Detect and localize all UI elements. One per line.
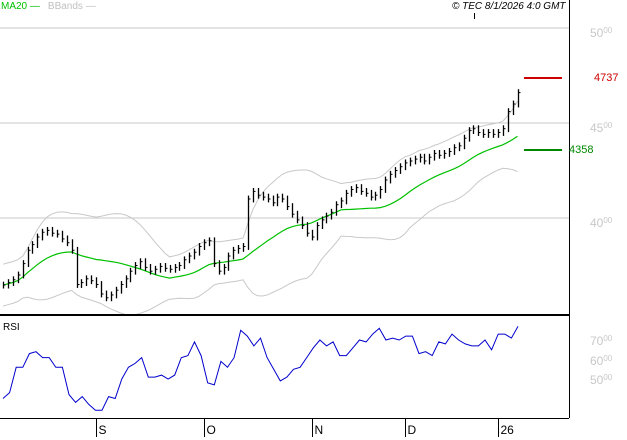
ma20-legend: MA20 — (1, 1, 40, 12)
price-axis-label: 4500 (590, 121, 613, 135)
rsi-axis-label: 7000 (590, 334, 613, 348)
price-axis-label: 5000 (590, 26, 613, 40)
level-marker-label: 4358 (569, 143, 594, 156)
bbands-legend: BBands — (47, 1, 96, 12)
rsi-axis-label: 5000 (590, 373, 613, 387)
legend: MA20 — BBands — (1, 1, 96, 13)
level-marker-label: 4737 (594, 71, 619, 84)
copyright-text: © TEC 8/1/2026 4:0 GMT (452, 1, 566, 12)
time-axis-label: N (314, 423, 324, 437)
rsi-axis-label: 6000 (590, 353, 613, 368)
bbands-legend-label: BBands (47, 1, 83, 12)
time-axis-label: S (98, 423, 107, 437)
rsi-line (2, 326, 519, 411)
ma20-line (2, 135, 518, 286)
rsi-series (2, 326, 519, 411)
time-axis-label: O (206, 423, 216, 437)
ma20-legend-label: MA20 (1, 1, 28, 12)
time-axis-label: 26 (500, 423, 514, 437)
ma20 (2, 135, 518, 286)
bband-upper (2, 100, 518, 265)
price-axis-label: 4000 (590, 216, 613, 230)
time-axis-label: D (407, 423, 417, 437)
bband-lower (2, 167, 518, 316)
bollinger-bands (2, 100, 518, 316)
price-bars (2, 89, 521, 302)
chart-frame (0, 0, 570, 437)
rsi-title: RSI (3, 322, 20, 333)
grid-lines (0, 27, 569, 219)
level-markers (524, 76, 562, 151)
